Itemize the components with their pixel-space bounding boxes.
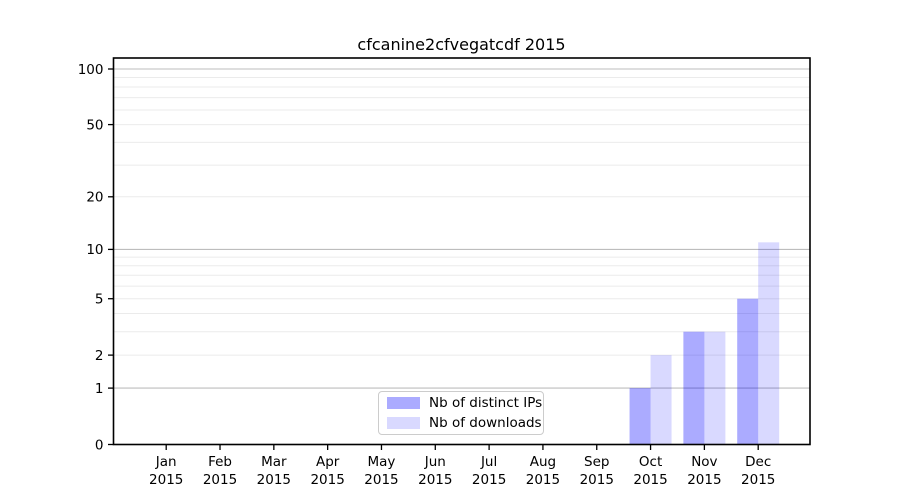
y-tick-label: 20 [86,190,103,206]
x-tick-label-year: 2015 [472,472,506,488]
x-tick-label-year: 2015 [203,472,237,488]
legend: Nb of distinct IPs Nb of downloads [378,391,544,435]
bar-distinct-ips-oct [629,388,651,445]
x-tick-label-month: Aug [530,454,556,470]
y-tick-label: 0 [95,437,104,453]
bar-distinct-ips-nov [683,331,705,445]
x-tick-label-year: 2015 [418,472,452,488]
x-tick-label-month: Apr [316,454,340,470]
y-tick-label: 10 [86,242,103,258]
x-tick-label-year: 2015 [364,472,398,488]
x-tick-label-month: Jul [480,454,497,470]
bar-downloads-dec [758,242,780,445]
x-tick-label-year: 2015 [149,472,183,488]
x-tick-label-year: 2015 [741,472,775,488]
x-tick-label-month: Jun [424,454,446,470]
y-tick-label: 2 [95,348,104,364]
legend-swatch-downloads [387,417,420,429]
legend-item-distinct-ips: Nb of distinct IPs [379,393,543,413]
x-tick-label-year: 2015 [257,472,291,488]
axes-spines [112,57,811,446]
x-tick-label-year: 2015 [580,472,614,488]
x-tick-label-year: 2015 [633,472,667,488]
x-tick-label-month: May [368,454,396,470]
legend-label-downloads: Nb of downloads [429,415,542,431]
legend-swatch-distinct-ips [387,397,420,409]
x-tick-label-year: 2015 [687,472,721,488]
y-tick-label: 100 [78,62,104,78]
x-tick-label-month: Dec [745,454,771,470]
legend-item-downloads: Nb of downloads [379,413,543,433]
bar-downloads-nov [704,331,726,445]
y-tick-label: 1 [95,381,104,397]
x-tick-label-month: Feb [208,454,232,470]
y-tick-label: 5 [95,292,104,308]
x-tick-label-month: Mar [261,454,287,470]
bar-downloads-oct [650,355,672,445]
bar-distinct-ips-dec [737,298,759,445]
legend-label-distinct-ips: Nb of distinct IPs [429,395,543,411]
chart-title: cfcanine2cfvegatcdf 2015 [357,35,566,54]
x-tick-label-month: Oct [639,454,662,470]
x-tick-label-month: Nov [691,454,717,470]
y-tick-label: 50 [86,117,103,133]
x-tick-label-year: 2015 [526,472,560,488]
x-tick-label-year: 2015 [310,472,344,488]
x-tick-label-month: Sep [584,454,609,470]
x-tick-label-month: Jan [155,454,177,470]
